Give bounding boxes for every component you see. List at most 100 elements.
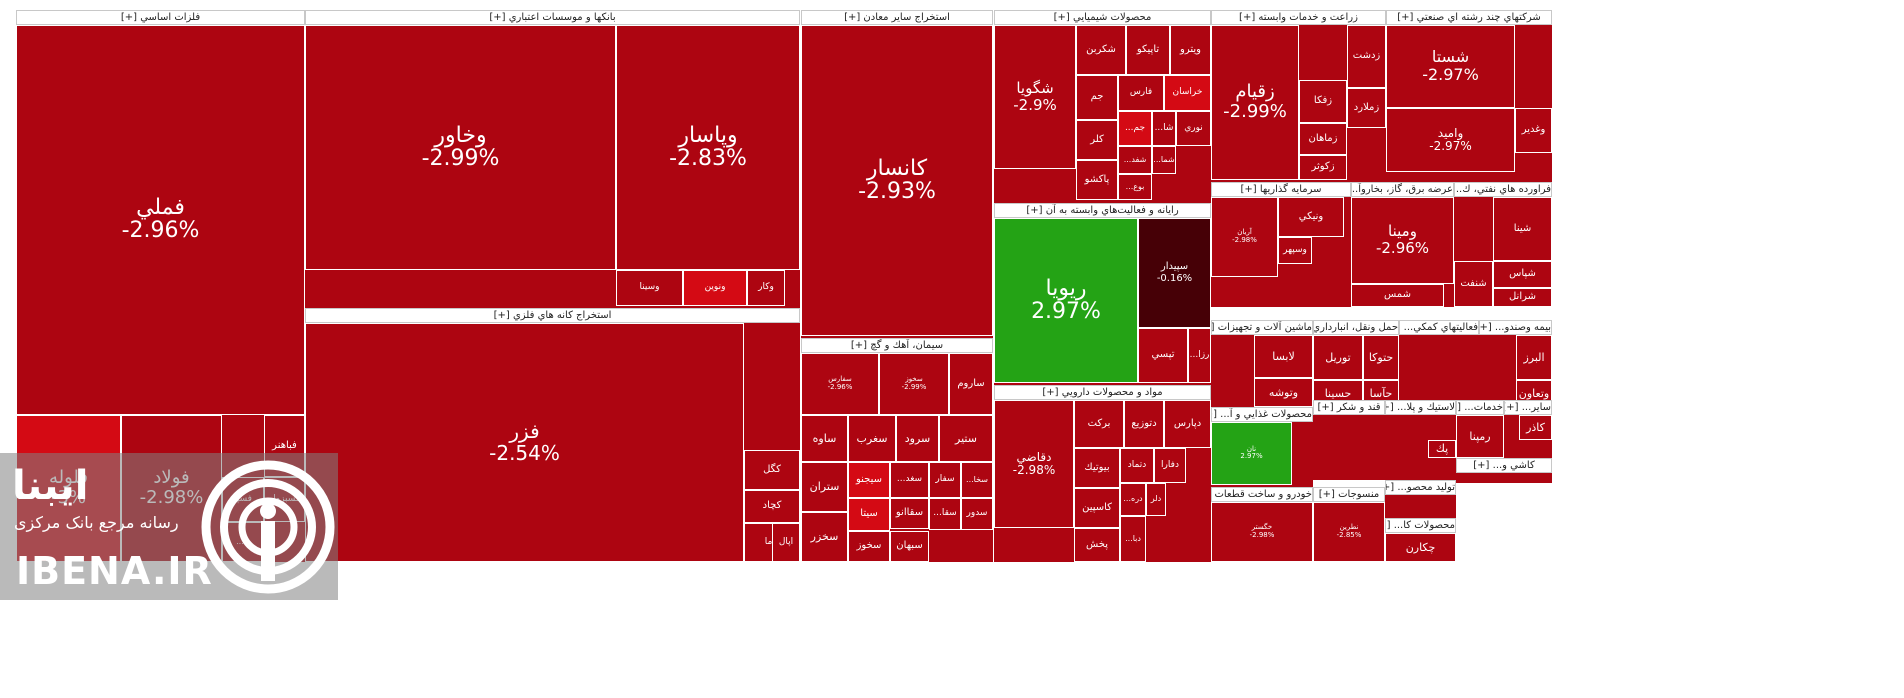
sector-header[interactable]: سرمايه گذاريها [+] [1211,182,1351,197]
stock-tile[interactable]: سدور [961,498,993,530]
stock-tile[interactable]: سيتا [848,498,890,531]
stock-tile[interactable]: فارس [1118,75,1164,111]
stock-tile[interactable]: رزا... [1188,328,1211,383]
stock-tile[interactable]: وخاور -2.99% [305,25,616,270]
stock-tile[interactable]: وامید -2.97% [1386,108,1515,172]
stock-tile[interactable]: ريويا 2.97% [994,218,1138,383]
sector-header[interactable]: شركتهاي چند رشته اي صنعتي [+] [1386,10,1552,25]
stock-tile[interactable]: بركت [1074,400,1124,448]
stock-tile[interactable]: وسپهر [1278,237,1312,264]
stock-tile[interactable]: زملارد [1347,88,1386,128]
stock-tile[interactable]: كگل [744,450,800,490]
stock-tile[interactable]: سفارس -2.96% [801,353,879,415]
stock-tile[interactable]: جم [1076,75,1118,120]
sector-header[interactable]: بيمه وصندو... [+] [1479,320,1552,335]
stock-tile[interactable]: كاسپين [1074,488,1120,528]
stock-tile[interactable]: وكار [747,270,785,306]
stock-tile[interactable]: البرز [1516,335,1552,380]
stock-tile[interactable]: شستا -2.97% [1386,25,1515,108]
stock-tile[interactable]: سخوز -2.99% [879,353,949,415]
stock-tile[interactable]: سخزر [801,512,848,562]
sector-header[interactable]: فراورده هاي نفتي، ك... [+] [1454,182,1552,197]
stock-tile[interactable]: جم... [1118,111,1152,146]
stock-tile[interactable]: نطرين -2.85% [1313,502,1385,562]
stock-tile[interactable]: فملي -2.96% [16,25,305,415]
stock-tile[interactable]: ساروم [949,353,993,415]
stock-tile[interactable]: تاپيكو [1126,25,1170,75]
stock-tile[interactable]: دره... [1120,483,1146,516]
stock-tile[interactable]: شا... [1152,111,1176,146]
stock-tile[interactable]: دقاضي -2.98% [994,400,1074,528]
stock-tile[interactable]: سقا... [929,498,961,530]
stock-tile[interactable]: پخش [1074,528,1120,562]
stock-tile[interactable]: فزر -2.54% [305,323,744,562]
stock-tile[interactable]: دتوزيع [1124,400,1164,448]
stock-tile[interactable]: پك [1428,440,1456,458]
stock-tile[interactable]: كچاد [744,490,800,523]
stock-tile[interactable]: زماهان [1299,123,1347,155]
stock-tile[interactable]: شينا [1493,197,1552,261]
stock-tile[interactable]: آريان -2.98% [1211,197,1278,277]
sector-header[interactable]: ماشين آلات و تجهيزات [+] [1211,320,1313,335]
stock-tile[interactable]: شرانل [1493,288,1552,307]
sector-header[interactable]: خودرو و ساخت قطعات [+] [1211,487,1313,502]
stock-tile[interactable]: سرود [896,415,939,462]
stock-tile[interactable]: سبهان [890,531,929,562]
sector-header[interactable]: كاشي و... [+] [1456,458,1552,473]
stock-tile[interactable]: بوع... [1118,174,1152,200]
sector-header[interactable]: خدمات... [+] [1456,400,1504,415]
stock-tile[interactable]: زدشت [1347,25,1386,88]
stock-tile[interactable]: شما... [1152,146,1176,174]
sector-header[interactable]: قند و شكر [+] [1313,400,1385,415]
sector-header[interactable]: منسوجات [+] [1313,487,1385,502]
stock-tile[interactable]: زقيام -2.99% [1211,25,1299,180]
stock-tile[interactable]: شپاس [1493,261,1552,288]
stock-tile[interactable]: اپال [772,523,800,562]
stock-tile[interactable]: كاذر [1519,415,1552,440]
sector-header[interactable]: محصولات كا... [+] [1385,518,1456,533]
stock-tile[interactable]: ويترو [1170,25,1211,75]
stock-tile[interactable]: وغدير [1515,108,1552,153]
stock-tile[interactable]: تپسي [1138,328,1188,383]
stock-tile[interactable]: رمپنا [1456,415,1504,458]
sector-header[interactable]: عرضه برق، گاز، بخاروآ... [+] [1351,182,1454,197]
stock-tile[interactable]: چكارن [1385,533,1456,562]
sector-header[interactable]: لاستيك و پلا... [+] [1385,400,1456,415]
sector-header[interactable]: مواد و محصولات دارويي [+] [994,385,1211,400]
stock-tile[interactable]: دفارا [1154,448,1186,483]
sector-header[interactable]: استخراج كانه هاي فلزي [+] [305,308,800,323]
stock-tile[interactable]: توريل [1313,335,1363,380]
stock-tile[interactable]: ستران [801,462,848,512]
stock-tile[interactable]: وتوشه [1254,378,1313,407]
stock-tile[interactable]: سغرب [848,415,896,462]
stock-tile[interactable]: خراسان [1164,75,1211,111]
sector-header[interactable]: فعاليتهاي كمكي... [+] [1399,320,1479,335]
stock-tile[interactable]: خگستر -2.98% [1211,502,1313,562]
stock-tile[interactable]: ومينا -2.96% [1351,197,1454,284]
stock-tile[interactable]: سقاانو [890,498,929,529]
stock-tile[interactable]: بيوتيك [1074,448,1120,488]
stock-tile[interactable]: وسينا [616,270,683,306]
stock-tile[interactable]: لابسا [1254,335,1313,378]
stock-tile[interactable]: نان 2.97% [1211,422,1292,485]
stock-tile[interactable]: پاكشو [1076,160,1118,200]
sector-header[interactable]: رايانه و فعاليت‌هاي وابسته به آن [+] [994,203,1211,218]
sector-header[interactable]: بانكها و موسسات اعتباري [+] [305,10,800,25]
sector-header[interactable]: حمل ونقل، انبارداري... [+] [1313,320,1399,335]
stock-tile[interactable]: كانسار -2.93% [801,25,993,336]
stock-tile[interactable]: شگويا -2.9% [994,25,1076,169]
stock-tile[interactable]: سيجنو [848,462,890,498]
stock-tile[interactable]: نوري [1176,111,1211,146]
stock-tile[interactable]: زفكا [1299,80,1347,123]
stock-tile[interactable]: سغد... [890,462,929,498]
stock-tile[interactable]: دتماد [1120,448,1154,483]
stock-tile[interactable]: شمس [1351,284,1444,307]
sector-header[interactable]: زراعت و خدمات وابسته [+] [1211,10,1386,25]
stock-tile[interactable]: سپيدار -0.16% [1138,218,1211,328]
stock-tile[interactable]: سخا... [961,462,993,498]
sector-header[interactable]: استخراج ساير معادن [+] [801,10,993,25]
stock-tile[interactable]: سخوز [848,531,890,562]
sector-header[interactable]: توليد محصو... [+] [1385,480,1456,495]
stock-tile[interactable]: حتوكا [1363,335,1399,380]
stock-tile[interactable]: ساوه [801,415,848,462]
